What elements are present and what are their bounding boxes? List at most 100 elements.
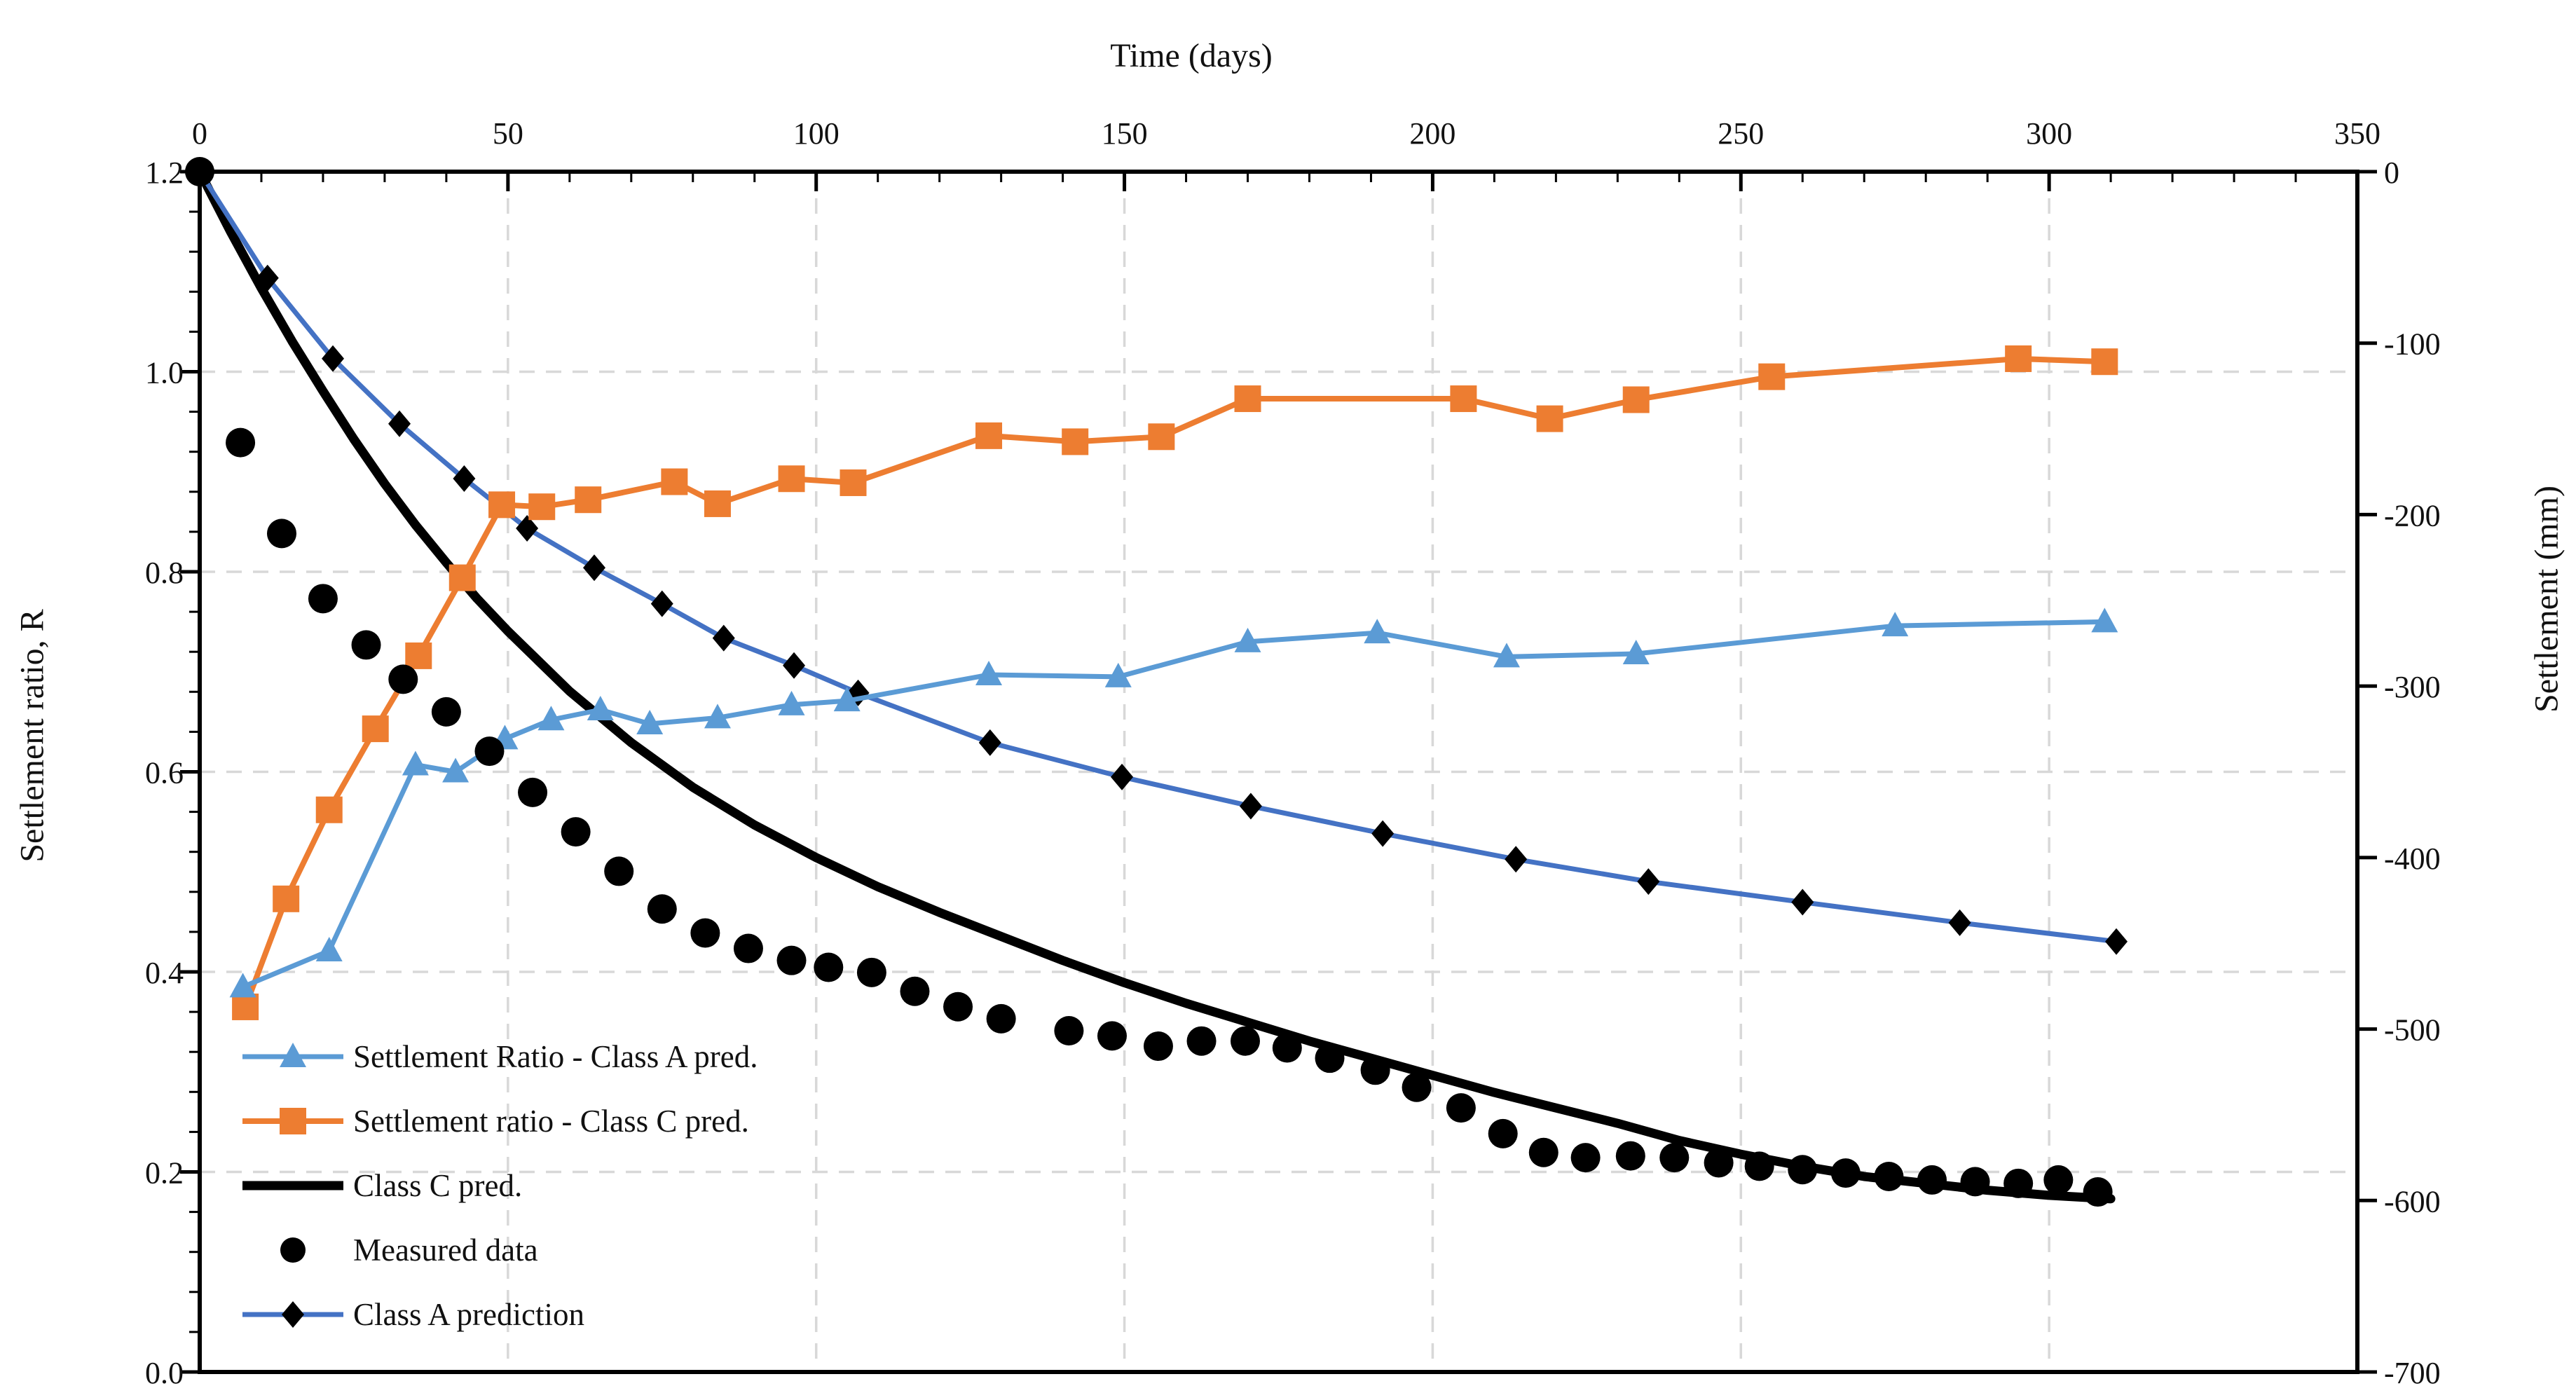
series-marker-class-a-prediction (650, 590, 673, 617)
y-left-tick-label: 0.6 (145, 756, 184, 790)
series-marker-class-a-prediction (583, 554, 606, 582)
series-marker-measured-data (943, 991, 973, 1022)
series-marker-settlement-ratio-class-c-pred- (778, 465, 805, 493)
series-marker-settlement-ratio-class-c-pred- (2091, 348, 2118, 376)
legend-label: Settlement Ratio - Class A pred. (353, 1039, 758, 1074)
series-marker-settlement-ratio-class-a-pred- (1234, 627, 1261, 652)
series-marker-measured-data (776, 945, 807, 975)
series-marker-measured-data (267, 519, 297, 549)
y-right-tick-label: -200 (2384, 498, 2441, 533)
series-marker-measured-data (1704, 1148, 1734, 1178)
series-marker-measured-data (474, 736, 505, 767)
series-marker-measured-data (351, 630, 381, 660)
y-right-tick-label: 0 (2384, 156, 2399, 190)
series-marker-settlement-ratio-class-c-pred- (448, 564, 476, 591)
legend-item: Measured data (237, 1218, 758, 1282)
series-marker-settlement-ratio-class-a-pred- (587, 695, 614, 720)
series-marker-class-a-prediction (2105, 928, 2128, 955)
series-marker-settlement-ratio-class-c-pred- (488, 491, 516, 519)
series-marker-settlement-ratio-class-a-pred- (1493, 643, 1520, 668)
legend-marker-diamond (282, 1301, 304, 1328)
series-marker-settlement-ratio-class-c-pred- (1062, 428, 1089, 455)
legend-item: Class C pred. (237, 1153, 758, 1218)
y-left-tick-label: 0.4 (145, 956, 184, 990)
series-marker-class-a-prediction (978, 729, 1001, 756)
series-marker-settlement-ratio-class-a-pred- (636, 709, 664, 734)
legend-label: Measured data (353, 1233, 538, 1268)
x-axis-title: Time (days) (1110, 37, 1273, 74)
series-marker-settlement-ratio-class-a-pred- (1622, 640, 1650, 665)
legend-label: Class C pred. (353, 1168, 523, 1203)
y-left-tick-label: 0.8 (145, 556, 184, 590)
series-marker-class-a-prediction (256, 264, 279, 291)
series-marker-measured-data (561, 817, 591, 847)
series-marker-settlement-ratio-class-a-pred- (975, 661, 1003, 686)
series-marker-settlement-ratio-class-c-pred- (315, 796, 343, 823)
x-tick-label: 0 (192, 116, 207, 151)
y-right-tick-label: -500 (2384, 1013, 2441, 1048)
series-marker-measured-data (1360, 1055, 1390, 1085)
series-marker-measured-data (1054, 1016, 1084, 1046)
series-marker-measured-data (1917, 1165, 1947, 1195)
series-marker-measured-data (1830, 1158, 1861, 1188)
series-marker-settlement-ratio-class-a-pred- (442, 757, 470, 783)
series-marker-class-a-prediction (516, 515, 539, 542)
series-marker-settlement-ratio-class-c-pred- (528, 493, 556, 521)
series-marker-measured-data (185, 157, 214, 186)
series-marker-settlement-ratio-class-c-pred- (704, 490, 731, 517)
legend-marker-triangle (280, 1043, 306, 1067)
series-marker-settlement-ratio-class-a-pred- (833, 687, 861, 712)
y-right-tick-label: -600 (2384, 1184, 2441, 1219)
series-marker-class-a-prediction (1948, 909, 1971, 936)
y-right-tick-label: -700 (2384, 1356, 2441, 1390)
series-marker-measured-data (1528, 1137, 1558, 1167)
series-marker-class-a-prediction (388, 410, 411, 437)
series-marker-settlement-ratio-class-a-pred- (1104, 662, 1132, 687)
series-marker-measured-data (388, 664, 418, 694)
y-left-tick-label: 1.0 (145, 356, 184, 390)
series-marker-measured-data (1446, 1093, 1476, 1123)
series-marker-settlement-ratio-class-a-pred- (1364, 619, 1391, 644)
series-marker-measured-data (1186, 1026, 1217, 1056)
series-marker-settlement-ratio-class-c-pred- (1622, 386, 1650, 413)
y-right-axis-title: Settlement (mm) (2528, 486, 2565, 713)
x-tick-label: 250 (1718, 116, 1764, 151)
series-marker-measured-data (518, 777, 548, 807)
series-marker-measured-data (1230, 1026, 1260, 1056)
series-marker-class-a-prediction (1505, 846, 1528, 873)
series-marker-measured-data (1488, 1118, 1518, 1148)
series-marker-class-a-prediction (1371, 820, 1395, 847)
series-marker-class-a-prediction (712, 624, 735, 652)
legend-marker-square (280, 1108, 306, 1134)
series-marker-measured-data (1788, 1155, 1818, 1185)
y-right-tick-label: -400 (2384, 842, 2441, 876)
series-marker-settlement-ratio-class-c-pred- (405, 642, 432, 669)
series-marker-settlement-ratio-class-a-pred- (537, 706, 565, 731)
legend-marker-circle (280, 1237, 306, 1263)
series-marker-settlement-ratio-class-a-pred- (778, 690, 805, 715)
series-marker-measured-data (1874, 1162, 1904, 1192)
legend-swatch-thick-line (242, 1181, 343, 1190)
series-marker-measured-data (308, 584, 338, 614)
x-tick-label: 200 (1409, 116, 1455, 151)
legend-item: Settlement Ratio - Class A pred. (237, 1024, 758, 1089)
series-marker-measured-data (2043, 1165, 2074, 1195)
series-marker-measured-data (1659, 1143, 1690, 1173)
series-marker-measured-data (900, 976, 930, 1006)
y-left-tick-label: 1.2 (145, 156, 184, 190)
legend-item: Class A prediction (237, 1282, 758, 1347)
series-marker-settlement-ratio-class-a-pred- (704, 704, 731, 729)
series-marker-measured-data (1143, 1031, 1173, 1062)
x-tick-label: 50 (493, 116, 523, 151)
series-marker-settlement-ratio-class-c-pred- (362, 715, 389, 743)
series-marker-settlement-ratio-class-a-pred- (1882, 612, 1909, 637)
series-marker-measured-data (856, 957, 886, 987)
series-marker-settlement-ratio-class-c-pred- (232, 993, 259, 1020)
x-tick-label: 100 (793, 116, 840, 151)
y-left-tick-label: 0.2 (145, 1156, 184, 1190)
series-marker-measured-data (2003, 1168, 2034, 1198)
series-marker-measured-data (1744, 1151, 1774, 1181)
series-marker-settlement-ratio-class-c-pred- (840, 469, 867, 496)
